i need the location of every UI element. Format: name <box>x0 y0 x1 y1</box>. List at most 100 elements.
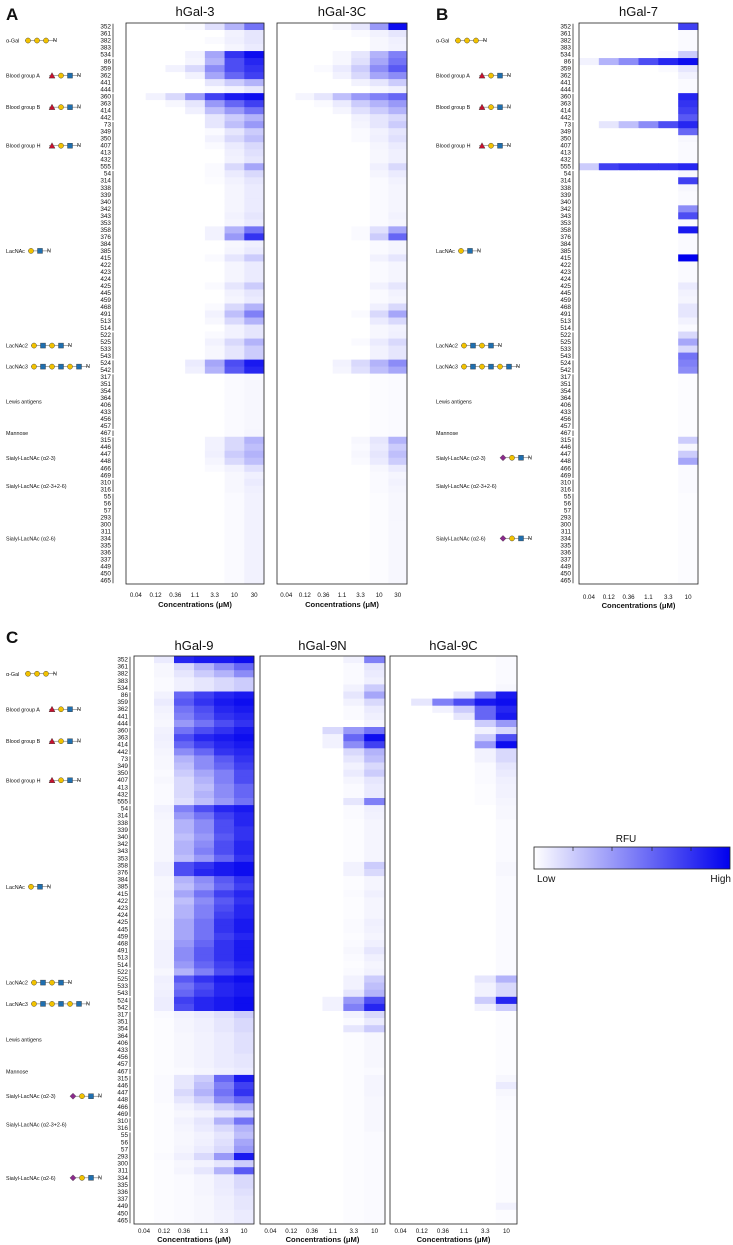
heatmap-cell <box>638 51 659 59</box>
heatmap-cell <box>260 911 282 920</box>
heatmap-cell <box>322 911 344 920</box>
heatmap-cell <box>598 576 620 585</box>
heatmap-cell <box>618 198 639 206</box>
heatmap-cell <box>343 918 365 927</box>
heatmap-cell <box>322 684 344 692</box>
heatmap-cell <box>234 812 255 820</box>
heatmap-cell <box>260 989 282 998</box>
heatmap-cell <box>145 310 166 318</box>
heatmap-cell <box>390 975 412 983</box>
heatmap-cell <box>474 684 497 692</box>
heatmap-cell <box>322 812 344 820</box>
heatmap-cell <box>126 506 147 515</box>
heatmap-cell <box>185 527 206 536</box>
heatmap-cell <box>364 1145 386 1154</box>
heatmap-cell <box>194 677 215 685</box>
galactose-circle-icon <box>79 1093 85 1099</box>
heatmap-cell <box>154 1032 175 1040</box>
heatmap-cell <box>244 65 265 73</box>
concentration-tick-label: 0.12 <box>416 1228 429 1235</box>
heatmap-cell <box>295 408 315 417</box>
concentration-tick-label: 1.1 <box>338 592 347 599</box>
heatmap-cell <box>474 769 497 778</box>
glycan-id-label: 491 <box>100 311 111 318</box>
heatmap-cell <box>280 925 303 934</box>
heatmap-cell <box>343 826 365 834</box>
glycan-group-label: Blood group H <box>436 144 471 150</box>
heatmap-cell <box>343 1018 365 1026</box>
heatmap-cell <box>369 359 389 368</box>
heatmap-cell <box>332 233 352 241</box>
heatmap-cell <box>134 1124 155 1133</box>
heatmap-cell <box>185 296 206 304</box>
heatmap-cell <box>301 1082 323 1090</box>
heatmap-cell <box>314 156 334 164</box>
heatmap-cell <box>579 198 600 206</box>
glycan-id-label: 86 <box>121 692 129 699</box>
glycan-group-label: Sialyl-LacNAc (α2-3+2-6) <box>6 484 67 490</box>
heatmap-hgal-3c: hGal-3C0.04 0.12 0.36 1.1 3.3 10 30Concentrati… <box>276 4 408 609</box>
heatmap-cell <box>598 408 620 417</box>
heatmap-cell <box>301 876 323 884</box>
heatmap-cell <box>244 135 265 143</box>
heatmap-cell <box>204 352 225 360</box>
heatmap-cell <box>234 663 255 671</box>
heatmap-cell <box>126 534 147 543</box>
heatmap-cell <box>234 1160 255 1168</box>
heatmap-cell <box>322 989 344 998</box>
heatmap-cell <box>598 569 620 578</box>
glycan-id-label: 362 <box>117 706 128 713</box>
heatmap-cell <box>411 947 433 955</box>
heatmap-cell <box>495 1145 518 1154</box>
heatmap-cell <box>260 1174 282 1182</box>
heatmap-cell <box>351 219 371 227</box>
heatmap-cell <box>280 1025 303 1033</box>
heatmap-cell <box>388 331 408 339</box>
heatmap-cell <box>432 932 454 941</box>
heatmap-cell <box>678 240 699 248</box>
heatmap-cell <box>411 1011 433 1019</box>
heatmap-cell <box>495 1018 518 1026</box>
heatmap-cell <box>618 205 639 213</box>
heatmap-cell <box>126 254 147 262</box>
heatmap-cell <box>234 790 255 799</box>
heatmap-cell <box>388 51 408 59</box>
heatmap-cell <box>154 826 175 834</box>
heatmap-cell <box>495 727 518 735</box>
heatmap-cell <box>214 755 235 763</box>
heatmap-cell <box>364 1167 386 1175</box>
heatmap-cell <box>638 65 659 73</box>
heatmap-cell <box>295 485 315 494</box>
heatmap-cell <box>214 890 235 898</box>
glycan-group-label: Sialyl-LacNAc (α2-3) <box>6 456 56 462</box>
heatmap-cell <box>579 289 600 297</box>
heatmap-cell <box>390 790 412 799</box>
heatmap-cell <box>343 982 365 991</box>
glycan-id-label: 383 <box>100 45 111 52</box>
heatmap-cell <box>474 940 497 948</box>
heatmap-cell <box>280 734 303 742</box>
heatmap-cell <box>364 1053 386 1062</box>
heatmap-cell <box>343 1011 365 1019</box>
heatmap-cell <box>351 149 371 157</box>
glycan-id-label: 448 <box>100 458 111 465</box>
heatmap-cell <box>678 352 699 360</box>
heatmap-cell <box>126 135 147 143</box>
heatmap-cell <box>280 727 303 735</box>
heatmap-cell <box>277 443 296 452</box>
heatmap-cell <box>343 1053 365 1062</box>
heatmap-cell <box>474 1188 497 1196</box>
heatmap-cell <box>234 1202 255 1211</box>
glycan-structure-icon: N <box>48 705 81 713</box>
heatmap-cell <box>174 677 195 685</box>
heatmap-cell <box>234 656 255 664</box>
heatmap-cell <box>214 1032 235 1040</box>
heatmap-cell <box>185 121 206 129</box>
heatmap-cell <box>658 205 679 213</box>
heatmap-cell <box>579 275 600 283</box>
heatmap-cell <box>453 1160 476 1168</box>
heatmap-cell <box>598 58 620 66</box>
glycan-structure-icon: N <box>25 670 57 677</box>
heatmap-cell <box>598 156 620 164</box>
heatmap-cell <box>411 1046 433 1054</box>
